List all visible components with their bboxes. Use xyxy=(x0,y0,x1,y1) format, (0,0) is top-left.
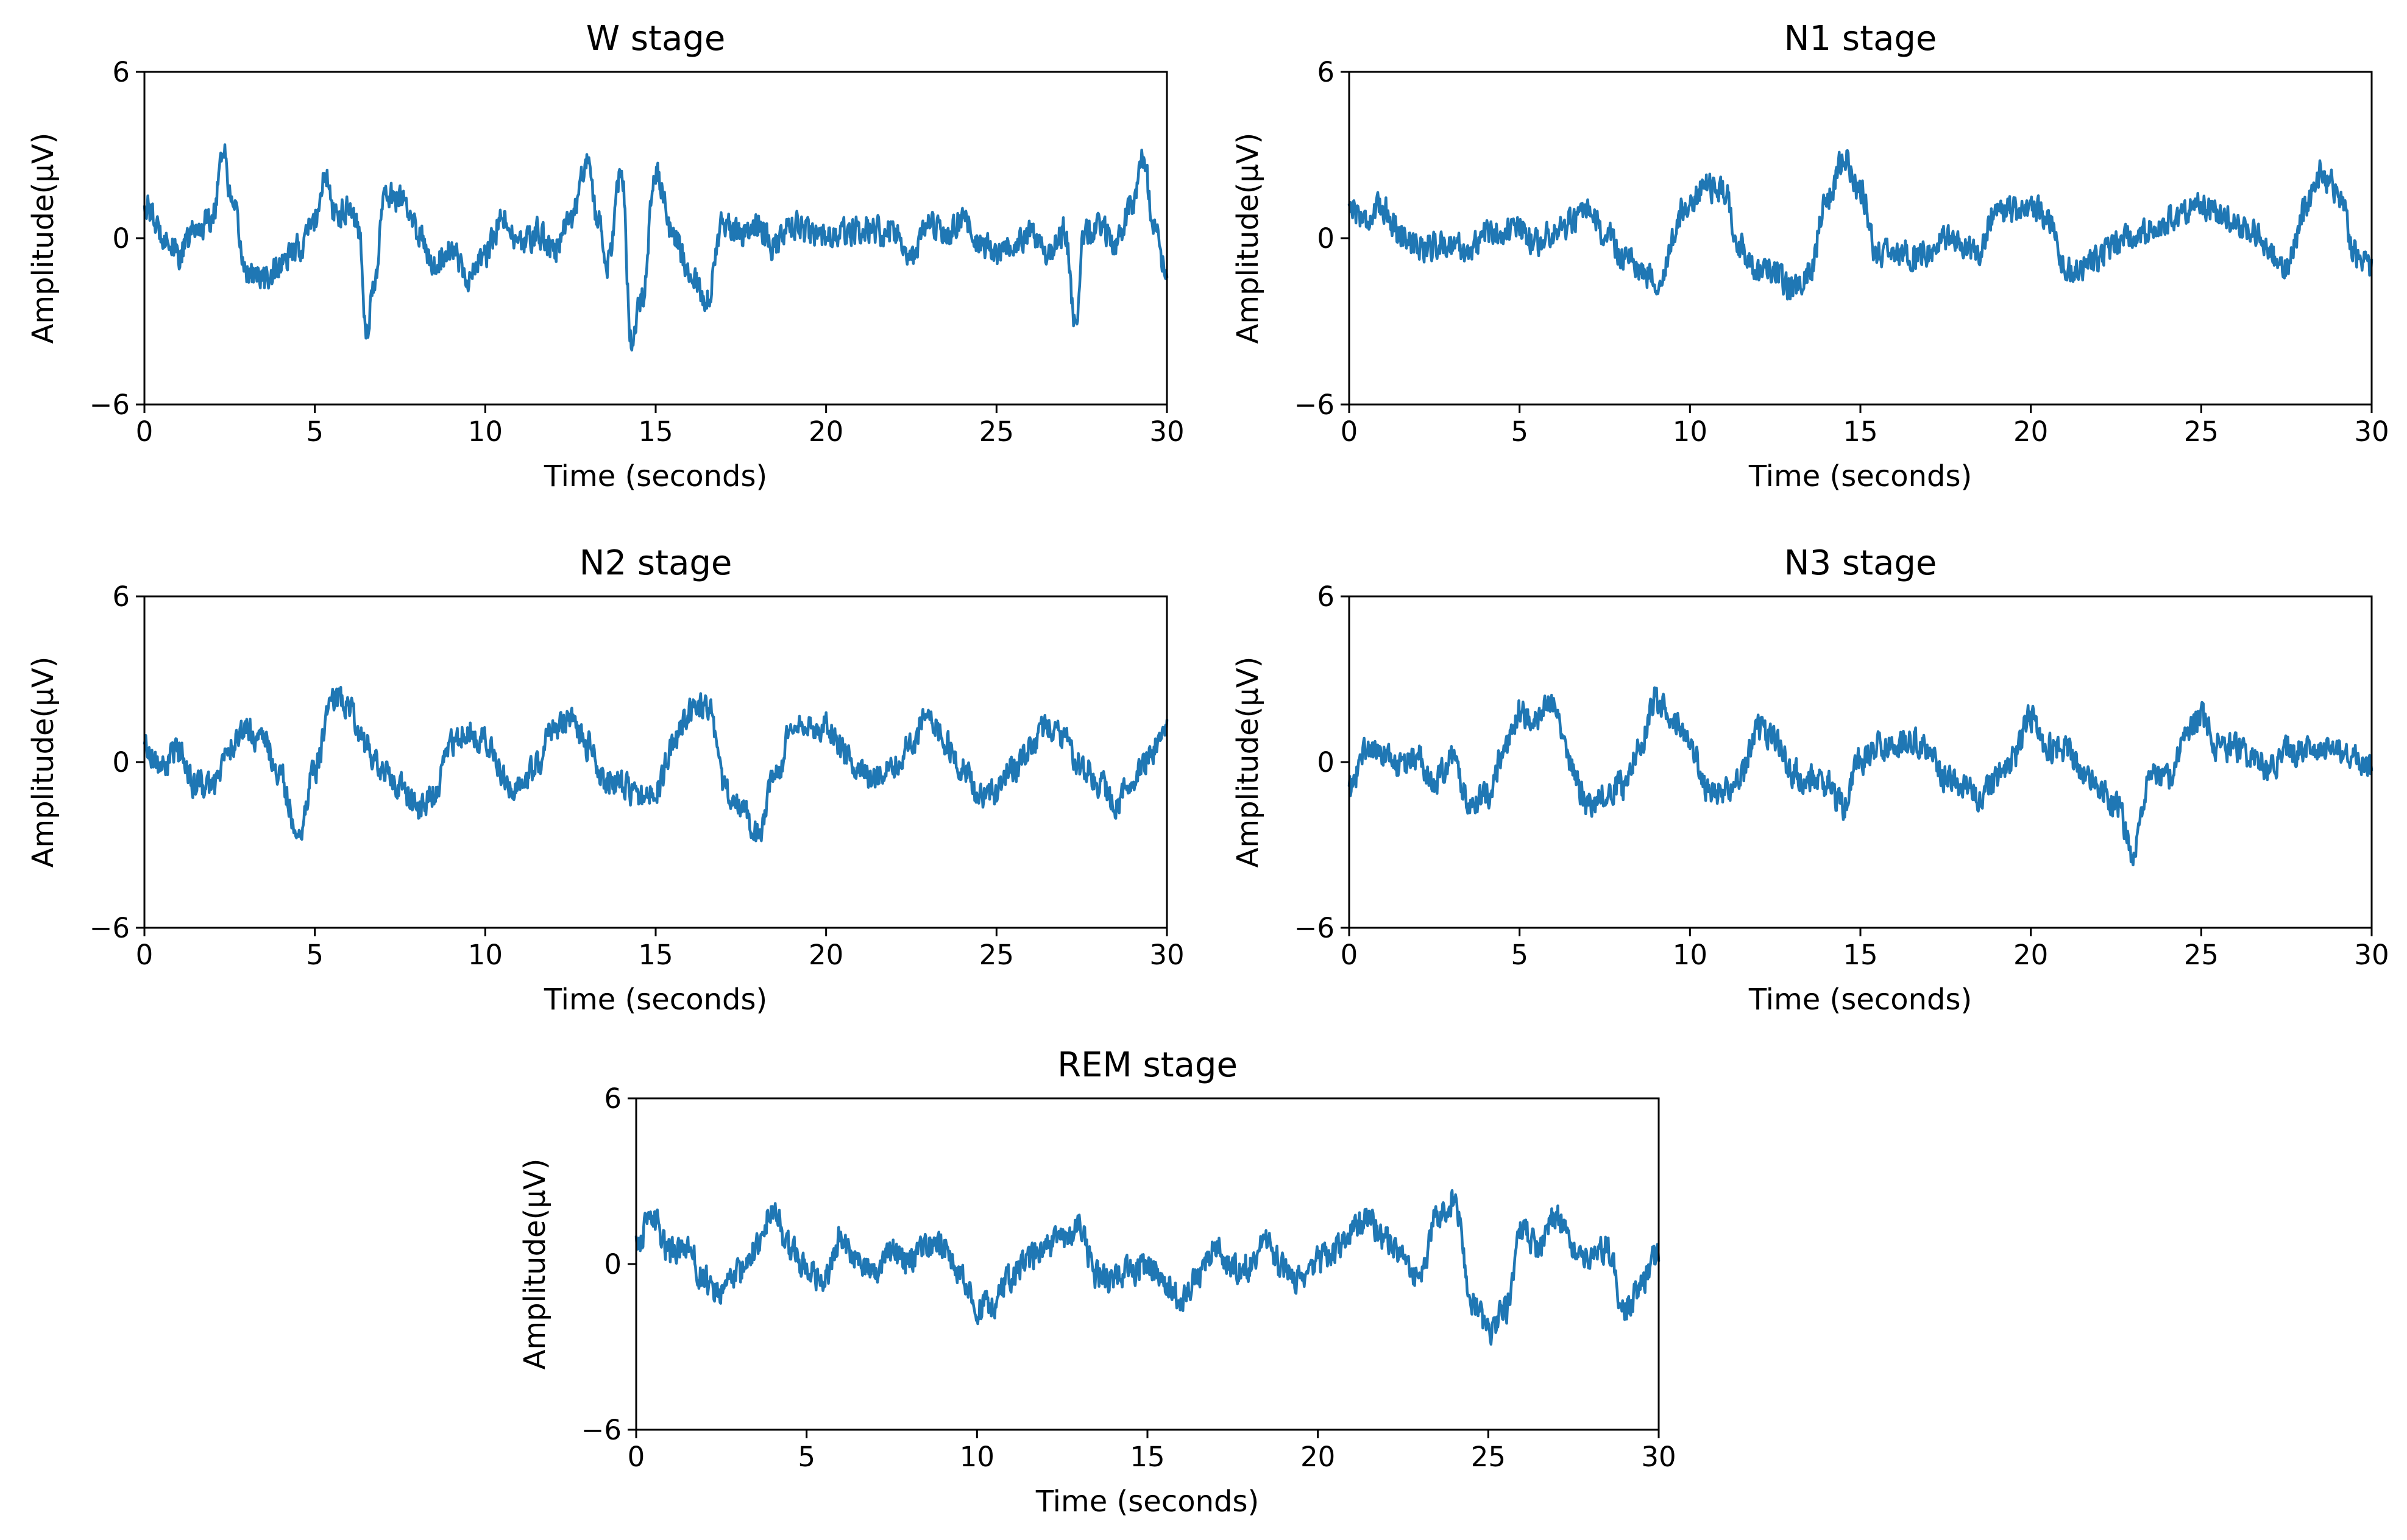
x-axis-label: Time (seconds) xyxy=(1748,983,1972,1017)
x-tick-label: 0 xyxy=(628,1441,645,1473)
x-tick-label: 15 xyxy=(638,415,673,448)
y-tick-label: 0 xyxy=(604,1248,622,1280)
x-tick-label: 20 xyxy=(809,939,843,971)
x-tick-label: 10 xyxy=(1673,939,1707,971)
x-tick-label: 0 xyxy=(136,415,154,448)
x-axis-label: Time (seconds) xyxy=(1035,1485,1259,1519)
y-axis-label: Amplitude(μV) xyxy=(518,1159,552,1370)
y-axis-label: Amplitude(μV) xyxy=(1231,133,1265,344)
y-tick-label: −6 xyxy=(1294,389,1335,421)
series-line xyxy=(634,1189,1661,1346)
x-axis-label: Time (seconds) xyxy=(544,983,767,1017)
y-tick-label: 6 xyxy=(1317,56,1335,88)
x-tick-label: 15 xyxy=(1843,939,1877,971)
y-tick-label: −6 xyxy=(90,389,130,421)
x-tick-label: 25 xyxy=(1471,1441,1506,1473)
y-axis-label: Amplitude(μV) xyxy=(26,133,60,344)
y-tick-label: 6 xyxy=(1317,581,1335,613)
x-tick-label: 5 xyxy=(1511,415,1528,448)
y-tick-label: −6 xyxy=(581,1414,622,1446)
x-tick-label: 20 xyxy=(2013,415,2048,448)
y-tick-label: 6 xyxy=(112,56,130,88)
x-tick-label: 5 xyxy=(306,415,324,448)
series-line xyxy=(143,143,1169,352)
panel-title: REM stage xyxy=(1057,1045,1238,1085)
x-tick-label: 10 xyxy=(1673,415,1707,448)
y-tick-label: 0 xyxy=(112,222,130,255)
x-tick-label: 0 xyxy=(1341,939,1358,971)
series-line xyxy=(1347,686,2373,867)
y-tick-label: 6 xyxy=(604,1083,622,1115)
y-tick-label: 0 xyxy=(1317,746,1335,779)
x-tick-label: 30 xyxy=(2354,939,2389,971)
x-tick-label: 15 xyxy=(1130,1441,1165,1473)
x-tick-label: 30 xyxy=(1641,1441,1676,1473)
panel-title: N3 stage xyxy=(1784,543,1937,583)
x-tick-label: 15 xyxy=(1843,415,1877,448)
y-tick-label: 6 xyxy=(112,581,130,613)
series-line xyxy=(1347,149,2373,301)
x-tick-label: 25 xyxy=(979,939,1014,971)
x-tick-label: 5 xyxy=(306,939,324,971)
x-tick-label: 25 xyxy=(2184,939,2219,971)
y-axis-label: Amplitude(μV) xyxy=(1231,657,1265,868)
x-axis-label: Time (seconds) xyxy=(1748,459,1972,493)
x-tick-label: 5 xyxy=(798,1441,815,1473)
x-tick-label: 0 xyxy=(1341,415,1358,448)
x-tick-label: 30 xyxy=(1149,415,1184,448)
series-line xyxy=(143,685,1169,842)
x-tick-label: 10 xyxy=(960,1441,994,1473)
x-tick-label: 10 xyxy=(468,939,503,971)
panel-title: N2 stage xyxy=(580,543,732,583)
x-tick-label: 20 xyxy=(2013,939,2048,971)
x-tick-label: 5 xyxy=(1511,939,1528,971)
x-tick-label: 0 xyxy=(136,939,154,971)
panel-title: W stage xyxy=(586,19,726,58)
x-tick-label: 15 xyxy=(638,939,673,971)
x-axis-label: Time (seconds) xyxy=(544,459,767,493)
x-tick-label: 25 xyxy=(2184,415,2219,448)
x-tick-label: 20 xyxy=(809,415,843,448)
x-tick-label: 25 xyxy=(979,415,1014,448)
y-tick-label: 0 xyxy=(112,746,130,779)
y-tick-label: −6 xyxy=(90,912,130,944)
y-axis-label: Amplitude(μV) xyxy=(26,657,60,868)
y-tick-label: 0 xyxy=(1317,222,1335,255)
y-tick-label: −6 xyxy=(1294,912,1335,944)
x-tick-label: 20 xyxy=(1300,1441,1335,1473)
x-tick-label: 30 xyxy=(2354,415,2389,448)
panel-title: N1 stage xyxy=(1784,19,1937,58)
x-tick-label: 30 xyxy=(1149,939,1184,971)
x-tick-label: 10 xyxy=(468,415,503,448)
